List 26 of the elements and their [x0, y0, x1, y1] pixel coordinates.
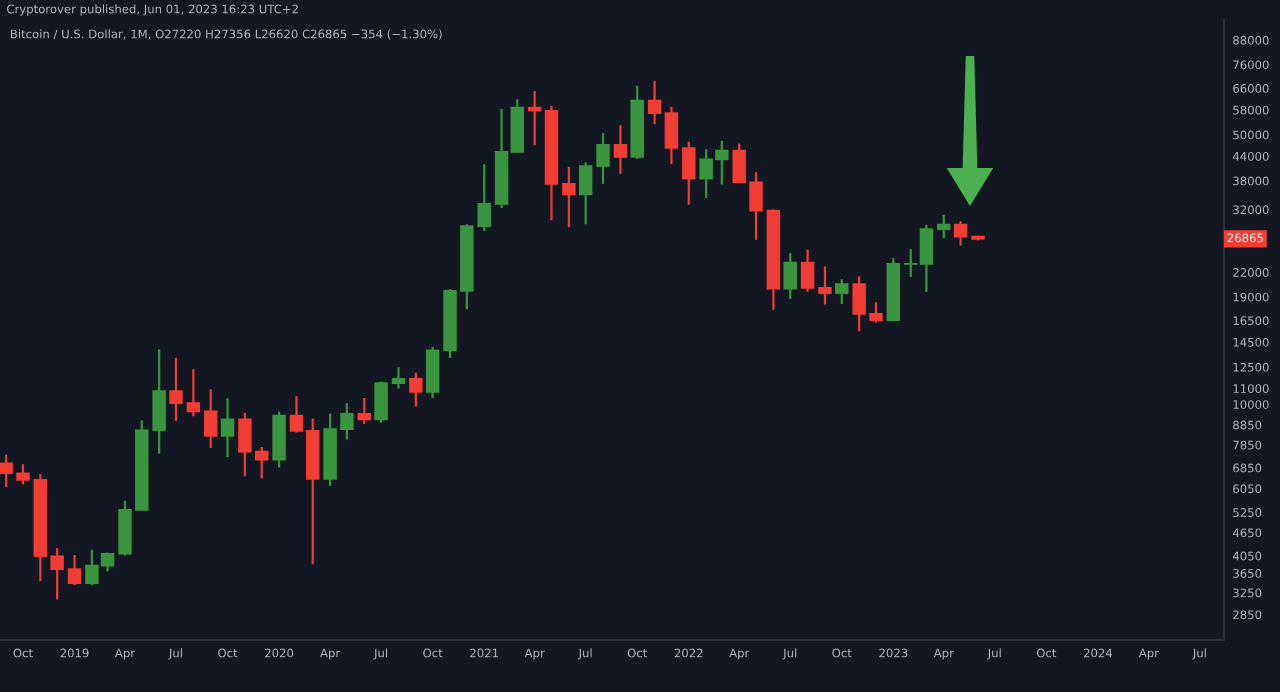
candlestick — [186, 368, 201, 418]
candlestick — [204, 388, 218, 450]
candlestick — [169, 356, 183, 422]
candlestick — [613, 124, 628, 175]
candlestick — [391, 366, 406, 390]
candlestick — [818, 265, 832, 306]
candlestick — [578, 161, 593, 226]
candlestick — [937, 213, 951, 240]
candlestick — [425, 345, 440, 400]
candlestick — [682, 140, 696, 206]
candlestick — [664, 105, 679, 166]
candlestick — [357, 396, 372, 426]
candlestick — [220, 397, 235, 459]
candlestick — [953, 220, 968, 247]
candlestick — [835, 278, 849, 306]
candlestick — [272, 410, 286, 469]
candlestick — [596, 131, 610, 185]
candlestick — [67, 553, 82, 587]
candlestick — [374, 380, 388, 424]
candlestick — [647, 79, 662, 126]
candlestick — [409, 371, 423, 408]
candlestick — [562, 165, 576, 229]
candlestick — [800, 248, 815, 293]
candlestick — [477, 163, 491, 233]
candlestick — [527, 89, 542, 147]
candlestick — [783, 252, 797, 300]
